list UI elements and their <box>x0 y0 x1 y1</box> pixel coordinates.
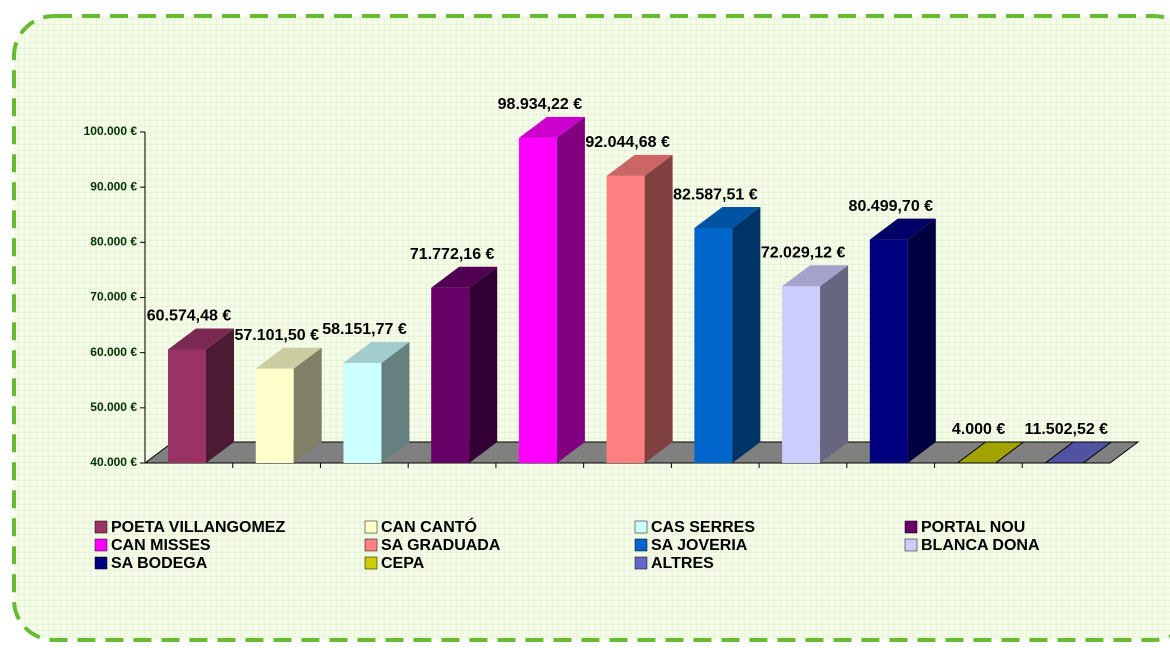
bar <box>782 265 849 463</box>
legend-label: SA JOVERIA <box>651 537 748 554</box>
y-tick-label: 100.000 € <box>84 124 138 138</box>
bar-top <box>694 207 761 229</box>
legend-swatch <box>634 556 648 570</box>
legend-label: ALTRES <box>651 555 714 572</box>
y-tick-label: 60.000 € <box>90 345 137 359</box>
bar <box>255 347 322 463</box>
y-tick-label: 50.000 € <box>90 400 137 414</box>
bar-front <box>606 175 645 464</box>
bar-top <box>343 341 410 363</box>
bar <box>431 266 498 463</box>
bar-front <box>694 228 733 463</box>
data-label: 11.502,52 € <box>1024 421 1108 438</box>
legend-label: SA BODEGA <box>111 555 208 572</box>
bar-side <box>732 207 761 463</box>
bar <box>956 441 1026 464</box>
bar-front <box>518 137 557 463</box>
data-label: 80.499,70 € <box>849 198 934 215</box>
bar-front <box>869 239 908 463</box>
bar-top <box>606 154 673 176</box>
bar-top <box>956 441 1026 464</box>
bar-front <box>343 362 382 463</box>
legend-swatch <box>364 556 378 570</box>
bar-front <box>255 368 294 463</box>
bar-top <box>518 116 585 138</box>
bar-front <box>168 349 206 463</box>
data-label: 57.101,50 € <box>234 327 319 344</box>
data-label: 92.044,68 € <box>585 134 670 151</box>
legend-swatch <box>904 538 918 552</box>
data-label: 71.772,16 € <box>410 246 495 263</box>
bar-front <box>431 287 470 463</box>
data-label: 4.000 € <box>952 421 1005 438</box>
bar-side <box>820 265 849 463</box>
chart-frame <box>12 14 1170 642</box>
y-tick-label: 70.000 € <box>90 290 137 304</box>
data-label: 58.151,77 € <box>322 321 407 338</box>
legend-label: CEPA <box>381 555 425 572</box>
bar-top <box>168 328 234 350</box>
legend-swatch <box>634 538 648 552</box>
bar-top <box>869 218 936 240</box>
legend-swatch <box>904 520 918 534</box>
bar-side <box>293 347 322 463</box>
bar <box>1043 441 1113 464</box>
bar <box>606 154 673 464</box>
bar-front <box>782 286 821 463</box>
y-tick-label: 90.000 € <box>90 179 137 193</box>
bar-top <box>255 347 322 369</box>
legend-swatch <box>94 538 108 552</box>
bar <box>694 207 761 463</box>
data-label: 98.934,22 € <box>498 96 583 113</box>
bar <box>343 341 410 463</box>
legend-label: SA GRADUADA <box>381 537 501 554</box>
bar-top <box>431 266 498 288</box>
y-tick-label: 40.000 € <box>90 455 137 469</box>
bar-side <box>206 328 234 463</box>
legend-label: PORTAL NOU <box>921 519 1025 536</box>
legend-swatch <box>364 520 378 534</box>
y-tick-label: 80.000 € <box>90 235 137 249</box>
legend-swatch <box>364 538 378 552</box>
legend-label: CAN CANTÓ <box>381 517 477 536</box>
bar-side <box>556 116 585 464</box>
legend-swatch <box>94 556 108 570</box>
legend-label: CAS SERRES <box>651 519 755 536</box>
bar-top <box>1043 441 1113 464</box>
legend-label: BLANCA DONA <box>921 537 1040 554</box>
bar-top <box>782 265 849 287</box>
legend-swatch <box>94 520 108 534</box>
legend-label: CAN MISSES <box>111 537 211 554</box>
bar-side <box>381 341 410 463</box>
bar-side <box>469 266 498 463</box>
bar <box>518 116 585 464</box>
bar-side <box>644 154 673 464</box>
data-label: 72.029,12 € <box>761 245 846 262</box>
bar <box>168 328 234 463</box>
data-label: 82.587,51 € <box>673 186 758 203</box>
legend-swatch <box>634 520 648 534</box>
legend-label: POETA VILLANGOMEZ <box>111 519 285 536</box>
data-label: 60.574,48 € <box>147 308 232 325</box>
bar-side <box>907 218 936 463</box>
bar <box>869 218 936 463</box>
